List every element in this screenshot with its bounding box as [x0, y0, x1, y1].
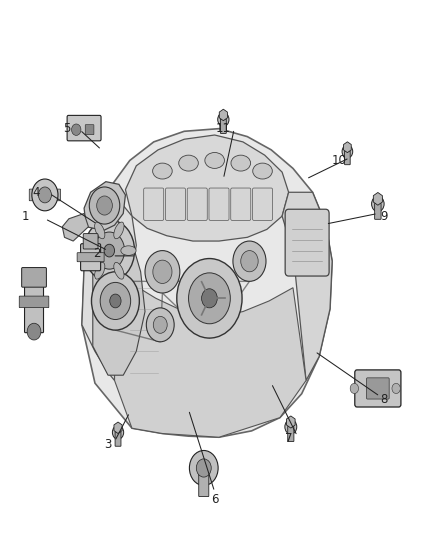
Ellipse shape — [95, 222, 105, 239]
Circle shape — [84, 220, 134, 281]
Polygon shape — [286, 416, 295, 428]
FancyBboxPatch shape — [253, 188, 272, 220]
Text: 3: 3 — [104, 438, 112, 450]
Circle shape — [153, 317, 167, 333]
FancyBboxPatch shape — [187, 188, 207, 220]
FancyBboxPatch shape — [288, 426, 294, 441]
Ellipse shape — [253, 163, 272, 179]
Circle shape — [71, 124, 81, 135]
Polygon shape — [93, 214, 145, 375]
Polygon shape — [282, 192, 332, 381]
Ellipse shape — [121, 246, 136, 255]
Ellipse shape — [179, 155, 198, 171]
FancyBboxPatch shape — [209, 188, 229, 220]
Circle shape — [97, 196, 113, 215]
FancyBboxPatch shape — [199, 474, 209, 497]
FancyBboxPatch shape — [220, 119, 226, 133]
Text: 11: 11 — [216, 122, 231, 135]
Ellipse shape — [114, 222, 124, 239]
Ellipse shape — [231, 155, 251, 171]
FancyBboxPatch shape — [231, 188, 251, 220]
Circle shape — [113, 425, 124, 439]
Text: 6: 6 — [211, 494, 219, 506]
Text: 8: 8 — [381, 393, 388, 406]
Circle shape — [94, 232, 124, 269]
Circle shape — [342, 145, 353, 158]
Polygon shape — [373, 192, 382, 205]
Circle shape — [145, 251, 180, 293]
Text: 5: 5 — [63, 122, 71, 135]
FancyBboxPatch shape — [115, 432, 121, 446]
Ellipse shape — [114, 262, 124, 279]
Polygon shape — [62, 214, 88, 241]
FancyBboxPatch shape — [67, 115, 101, 141]
FancyBboxPatch shape — [166, 188, 185, 220]
Polygon shape — [84, 182, 125, 230]
Circle shape — [392, 383, 400, 393]
Circle shape — [32, 179, 58, 211]
FancyBboxPatch shape — [85, 125, 94, 135]
FancyBboxPatch shape — [19, 296, 49, 308]
FancyBboxPatch shape — [21, 268, 46, 287]
Circle shape — [241, 251, 258, 272]
FancyBboxPatch shape — [345, 151, 350, 165]
Text: 1: 1 — [21, 209, 29, 223]
Polygon shape — [343, 142, 351, 152]
Circle shape — [100, 282, 131, 319]
FancyBboxPatch shape — [374, 204, 381, 219]
Polygon shape — [115, 282, 306, 437]
FancyBboxPatch shape — [355, 370, 401, 407]
Circle shape — [104, 244, 115, 257]
Circle shape — [27, 323, 41, 340]
Circle shape — [189, 450, 218, 486]
Circle shape — [177, 259, 242, 338]
Circle shape — [39, 187, 51, 203]
Circle shape — [92, 272, 139, 330]
FancyBboxPatch shape — [77, 253, 104, 262]
Circle shape — [153, 260, 172, 284]
Polygon shape — [82, 192, 136, 381]
Ellipse shape — [205, 152, 224, 168]
FancyBboxPatch shape — [81, 244, 101, 271]
Circle shape — [285, 419, 297, 434]
FancyBboxPatch shape — [367, 378, 389, 399]
FancyBboxPatch shape — [29, 189, 60, 201]
Polygon shape — [82, 128, 332, 437]
Circle shape — [196, 459, 211, 477]
Polygon shape — [125, 135, 289, 241]
Polygon shape — [219, 109, 227, 120]
Circle shape — [350, 383, 359, 393]
Text: 7: 7 — [285, 432, 293, 446]
Text: 10: 10 — [331, 154, 346, 167]
FancyBboxPatch shape — [285, 209, 329, 276]
Ellipse shape — [152, 163, 172, 179]
FancyBboxPatch shape — [144, 188, 164, 220]
Text: 9: 9 — [381, 209, 388, 223]
FancyBboxPatch shape — [25, 281, 43, 333]
Text: 4: 4 — [32, 186, 40, 199]
Ellipse shape — [82, 246, 98, 255]
Text: 2: 2 — [93, 247, 101, 260]
Circle shape — [110, 294, 121, 308]
FancyBboxPatch shape — [83, 233, 98, 249]
Circle shape — [201, 289, 217, 308]
Circle shape — [89, 187, 120, 224]
Circle shape — [146, 308, 174, 342]
Ellipse shape — [95, 262, 105, 279]
Polygon shape — [114, 422, 122, 433]
Circle shape — [371, 196, 384, 212]
Circle shape — [218, 112, 229, 126]
Circle shape — [233, 241, 266, 281]
Circle shape — [188, 273, 230, 324]
